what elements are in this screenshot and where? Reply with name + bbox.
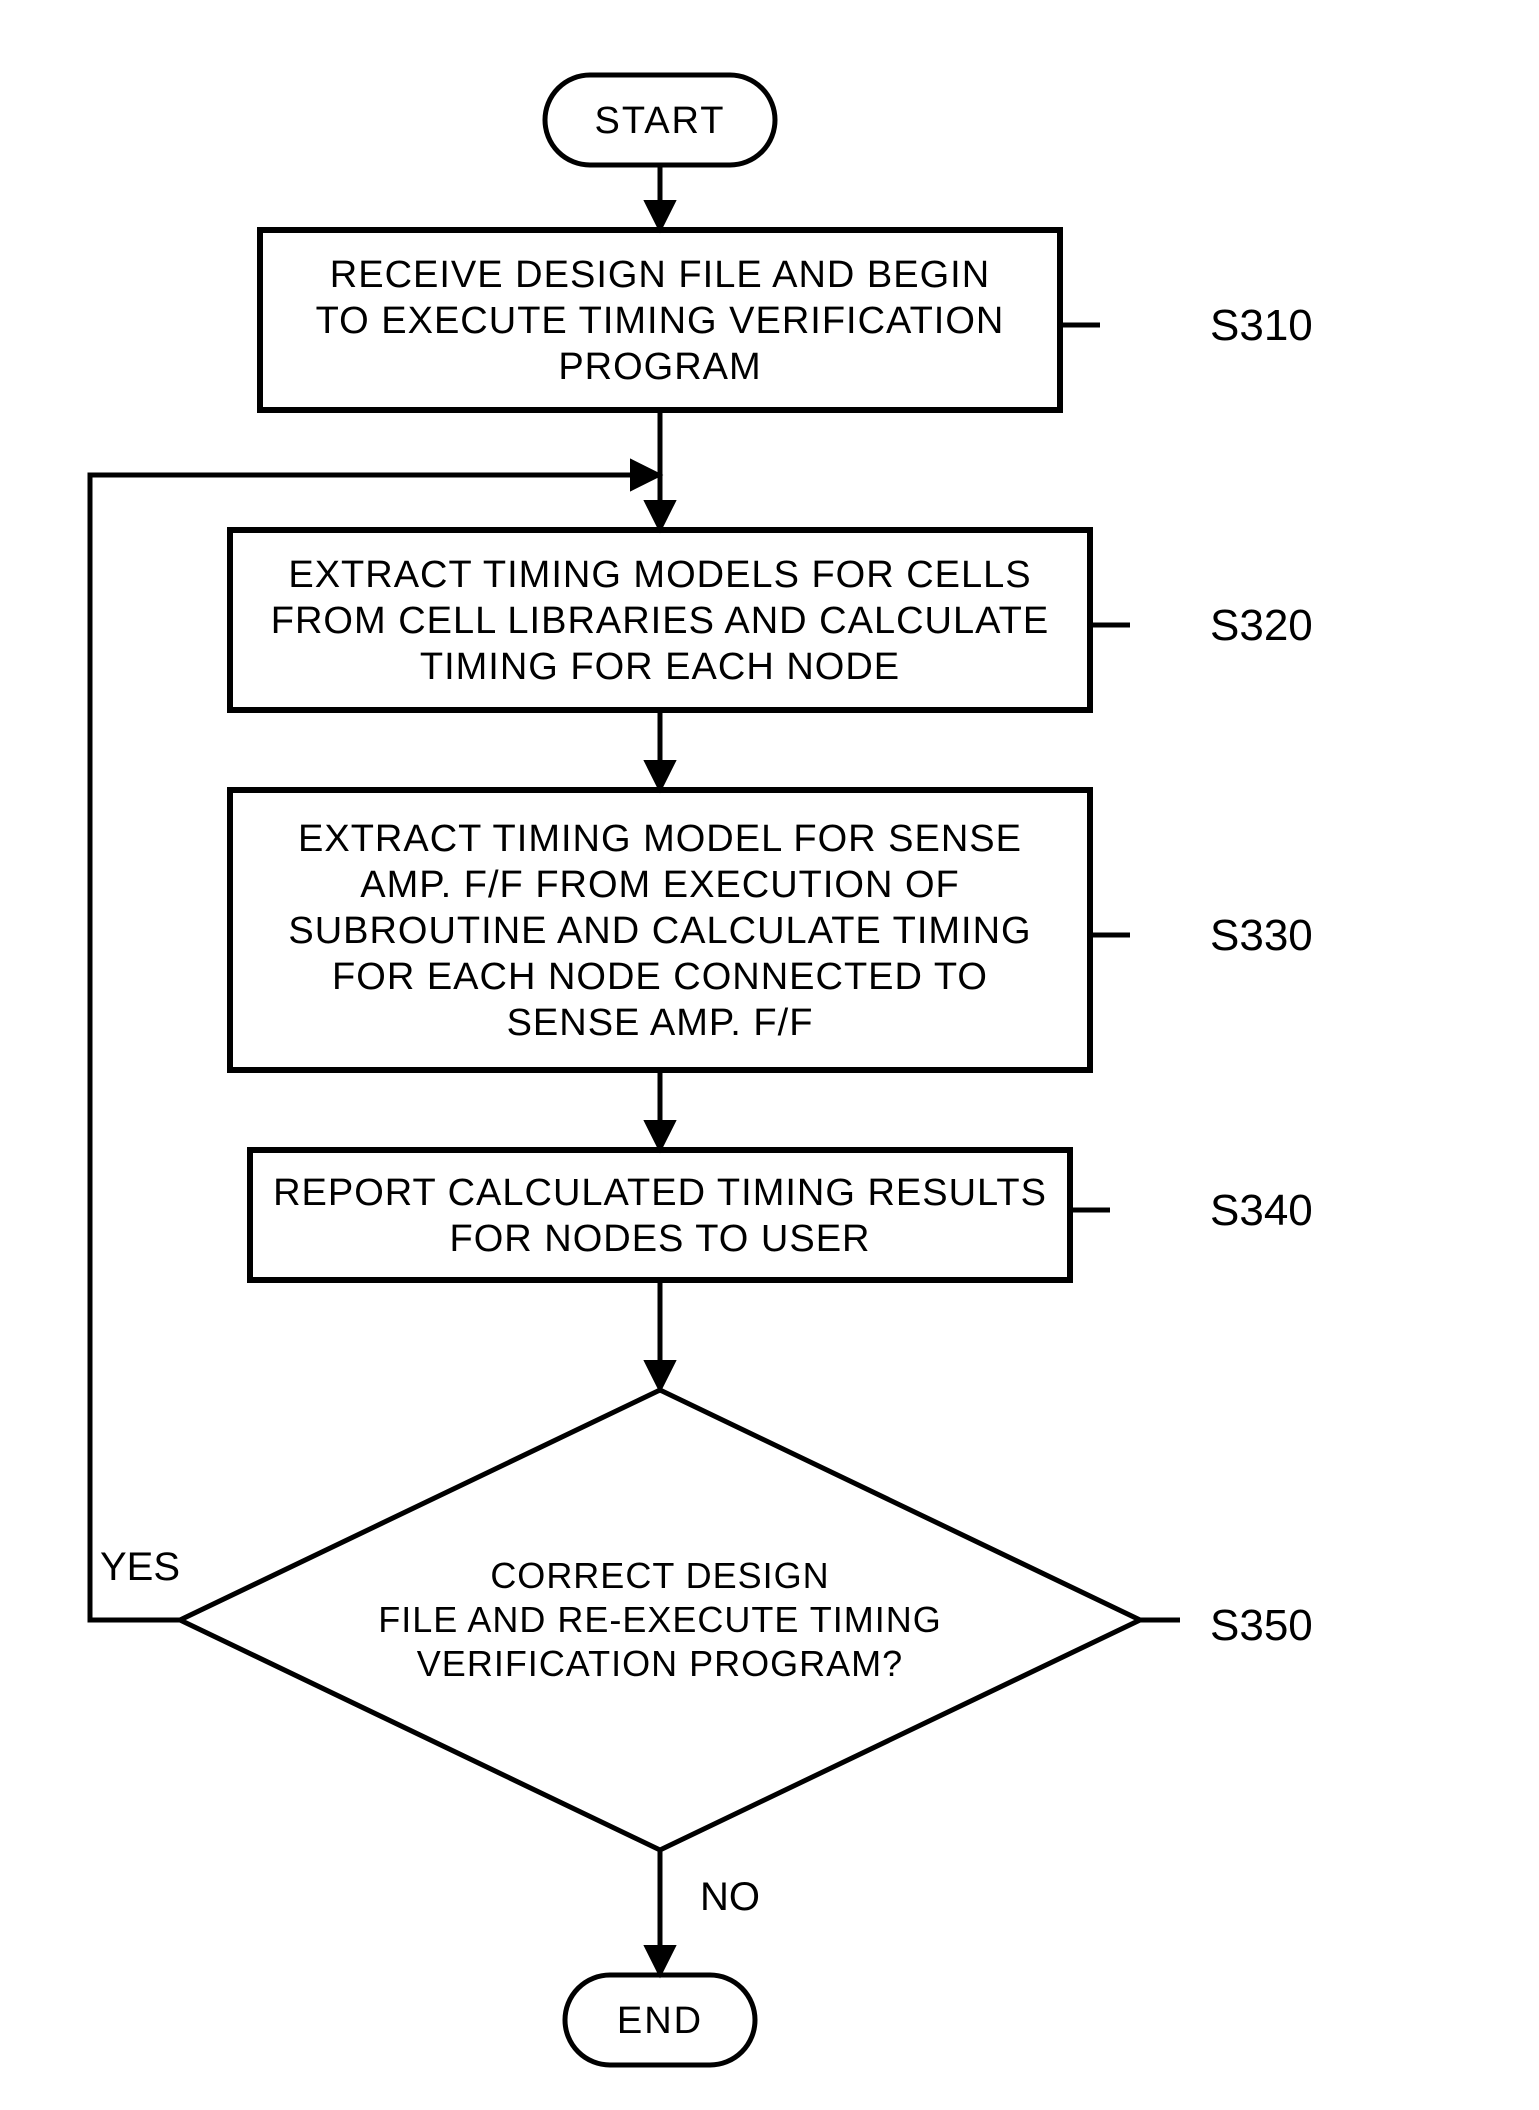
decision-s350-line: VERIFICATION PROGRAM? [417,1643,903,1684]
start: START [545,75,775,165]
end-label: END [617,2000,703,2042]
decision-s350: CORRECT DESIGNFILE AND RE-EXECUTE TIMING… [180,1390,1313,1850]
step-s330-label: S330 [1210,911,1313,960]
step-s310-line: TO EXECUTE TIMING VERIFICATION [316,300,1005,342]
decision-s350-line: FILE AND RE-EXECUTE TIMING [378,1599,941,1640]
step-s330-line: FOR EACH NODE CONNECTED TO [332,956,988,998]
step-s330: EXTRACT TIMING MODEL FOR SENSEAMP. F/F F… [230,790,1313,1070]
step-s330-line: EXTRACT TIMING MODEL FOR SENSE [298,818,1022,860]
step-s330-line: SENSE AMP. F/F [507,1002,814,1044]
step-s330-line: AMP. F/F FROM EXECUTION OF [360,864,960,906]
step-s310-label: S310 [1210,301,1313,350]
step-s320-line: TIMING FOR EACH NODE [420,646,900,688]
no-label: NO [700,1875,760,1919]
decision-s350-label: S350 [1210,1601,1313,1650]
step-s330-line: SUBROUTINE AND CALCULATE TIMING [288,910,1031,952]
step-s320-line: EXTRACT TIMING MODELS FOR CELLS [288,554,1031,596]
yes-label: YES [100,1545,180,1589]
step-s320-label: S320 [1210,601,1313,650]
step-s310: RECEIVE DESIGN FILE AND BEGINTO EXECUTE … [260,230,1313,410]
start-label: START [594,100,725,142]
end: END [565,1975,755,2065]
step-s340: REPORT CALCULATED TIMING RESULTSFOR NODE… [250,1150,1313,1280]
step-s310-line: RECEIVE DESIGN FILE AND BEGIN [330,254,990,296]
step-s340-label: S340 [1210,1186,1313,1235]
step-s340-line: FOR NODES TO USER [450,1218,871,1260]
step-s310-line: PROGRAM [558,346,761,388]
step-s320: EXTRACT TIMING MODELS FOR CELLSFROM CELL… [230,530,1313,710]
step-s340-line: REPORT CALCULATED TIMING RESULTS [273,1172,1047,1214]
step-s320-line: FROM CELL LIBRARIES AND CALCULATE [271,600,1049,642]
decision-s350-line: CORRECT DESIGN [490,1555,829,1596]
